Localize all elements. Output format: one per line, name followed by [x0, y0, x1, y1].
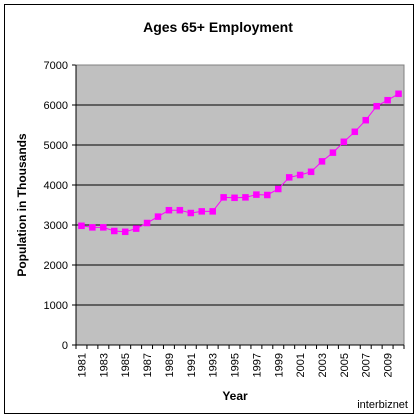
data-point-1987: [143, 219, 151, 227]
data-point-2002: [307, 168, 315, 176]
data-point-2008: [373, 102, 380, 110]
data-point-1981: [78, 222, 85, 230]
x-tick-label-2003: 2003: [317, 353, 329, 377]
data-point-1983: [100, 224, 107, 231]
x-tick-label-2001: 2001: [295, 353, 307, 377]
y-tick-label-2000: 2000: [44, 260, 68, 272]
data-point-1998: [264, 191, 271, 199]
data-point-1996: [242, 194, 249, 201]
data-point-2004: [329, 149, 337, 156]
data-point-2000: [285, 174, 293, 181]
data-point-2010: [395, 90, 402, 98]
data-point-1990: [176, 206, 184, 214]
y-tick-label-5000: 5000: [44, 140, 68, 152]
x-tick-label-2009: 2009: [383, 353, 395, 377]
y-tick-label-7000: 7000: [44, 60, 68, 72]
x-tick-label-1993: 1993: [208, 353, 220, 377]
data-point-1986: [132, 225, 140, 232]
x-tick-label-1997: 1997: [251, 353, 263, 377]
x-axis-title: Year: [222, 389, 248, 403]
data-point-2001: [296, 171, 304, 179]
data-point-1985: [121, 228, 129, 236]
data-point-1988: [154, 213, 162, 220]
y-tick-label-4000: 4000: [44, 180, 68, 192]
plot-background: [76, 65, 404, 345]
data-point-1994: [220, 194, 227, 201]
data-point-2009: [384, 96, 391, 104]
data-point-1999: [275, 185, 282, 193]
x-tick-label-1989: 1989: [164, 353, 176, 377]
data-point-1992: [198, 208, 205, 215]
x-tick-label-1991: 1991: [186, 353, 198, 377]
data-point-2005: [340, 138, 348, 146]
plot-area: [76, 65, 404, 345]
data-point-1993: [209, 208, 216, 215]
data-point-1989: [165, 206, 173, 214]
data-point-1997: [253, 191, 260, 198]
y-tick-label-0: 0: [62, 340, 68, 352]
y-tick-labels: 0 1000 2000 3000 4000 5000 6000 7000: [44, 60, 68, 352]
y-axis-title: Population in Thousands: [15, 133, 29, 277]
x-tick-label-1985: 1985: [120, 353, 132, 377]
x-tick-label-2007: 2007: [361, 353, 373, 377]
data-point-2006: [351, 128, 359, 136]
chart-title: Ages 65+ Employment: [143, 19, 293, 35]
x-tick-label-1983: 1983: [98, 353, 110, 377]
x-tick-label-2005: 2005: [339, 353, 351, 377]
data-point-1995: [231, 194, 238, 202]
data-point-1991: [187, 209, 195, 217]
data-point-1984: [111, 227, 118, 235]
data-point-2007: [362, 116, 369, 124]
watermark: interbiznet: [357, 399, 408, 411]
y-tick-label-1000: 1000: [44, 300, 68, 312]
data-point-1982: [89, 224, 96, 231]
data-point-2003: [318, 158, 326, 165]
axes: [75, 64, 405, 349]
y-tick-label-3000: 3000: [44, 220, 68, 232]
x-tick-label-1981: 1981: [76, 353, 88, 377]
x-tick-label-1995: 1995: [230, 353, 242, 377]
x-tick-label-1987: 1987: [142, 353, 154, 377]
x-tick-label-1999: 1999: [273, 353, 285, 377]
y-tick-label-6000: 6000: [44, 100, 68, 112]
x-tick-labels: 1981 1983 1985 1987 1989 1991 1993 1995 1997 1999…: [76, 353, 394, 377]
series-employment: [78, 90, 402, 236]
